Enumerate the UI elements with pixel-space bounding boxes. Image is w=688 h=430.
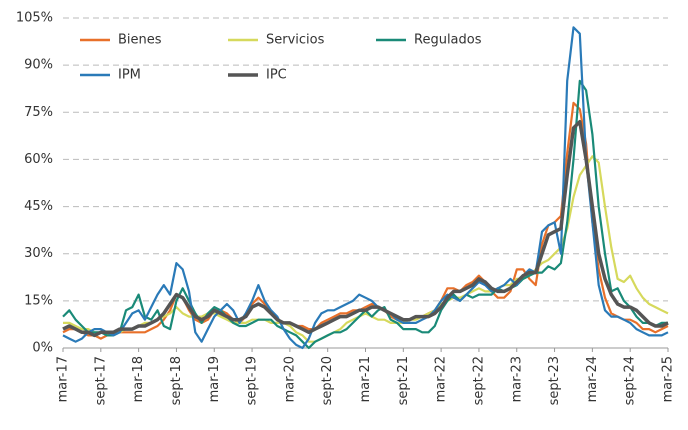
- x-tick-label: mar-23: [509, 356, 524, 402]
- x-tick-label: mar-20: [282, 356, 297, 402]
- legend-label: IPC: [266, 68, 287, 83]
- x-tick-label: sept-22: [471, 356, 486, 405]
- x-tick-label: sept-19: [245, 356, 260, 405]
- x-tick-label: sept-21: [396, 356, 411, 405]
- legend-label: IPM: [118, 68, 141, 83]
- x-tick-label: mar-19: [207, 356, 222, 402]
- series-line: [62, 101, 669, 340]
- x-tick-label: sept-20: [320, 356, 335, 405]
- x-tick-label: mar-25: [661, 356, 676, 402]
- x-tick-label: sept-24: [623, 356, 638, 405]
- y-tick-label: 60%: [24, 152, 53, 167]
- series-line: [62, 119, 669, 338]
- x-tick-label: sept-17: [93, 356, 108, 405]
- legend-label: Servicios: [266, 33, 325, 48]
- y-tick-label: 105%: [16, 11, 53, 26]
- y-tick-label: 45%: [24, 199, 53, 214]
- y-tick-label: 15%: [24, 293, 53, 308]
- x-tick-label: sept-23: [547, 356, 562, 405]
- x-tick-label: mar-24: [585, 356, 600, 402]
- y-tick-label: 90%: [24, 58, 53, 73]
- y-tick-label: 0%: [32, 341, 53, 356]
- y-tick-label: 30%: [24, 246, 53, 261]
- legend-label: Regulados: [414, 33, 482, 48]
- x-tick-label: mar-17: [56, 356, 71, 402]
- legend-label: Bienes: [118, 33, 162, 48]
- series-line: [62, 26, 669, 350]
- x-tick-label: sept-18: [169, 356, 184, 405]
- x-tick-label: mar-18: [131, 356, 146, 402]
- y-tick-label: 75%: [24, 105, 53, 120]
- x-tick-label: mar-21: [358, 356, 373, 402]
- x-tick-label: mar-22: [434, 356, 449, 402]
- series-line: [63, 155, 669, 343]
